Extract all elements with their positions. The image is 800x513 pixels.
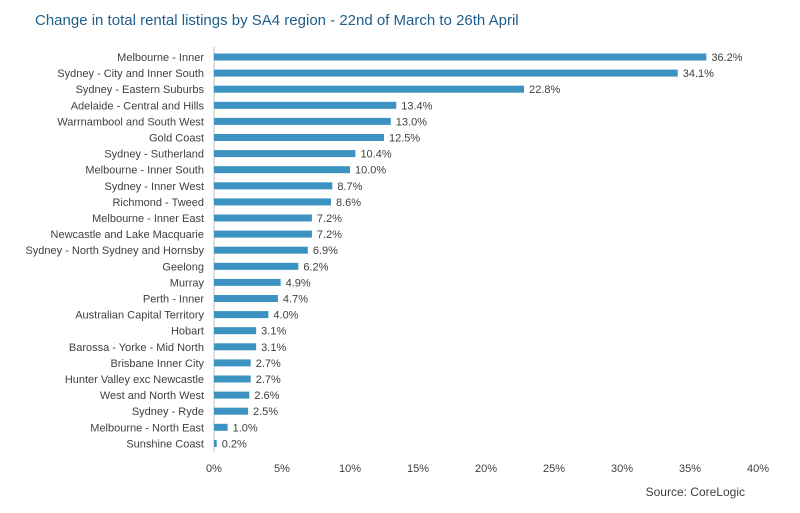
data-label: 10.0% <box>355 165 386 177</box>
data-label: 8.6% <box>336 197 361 209</box>
bar <box>214 327 257 335</box>
bar <box>214 198 331 206</box>
bar <box>214 69 678 77</box>
category-label: Adelaide - Central and Hills <box>71 100 205 112</box>
data-label: 7.2% <box>317 213 342 225</box>
category-label: Sydney - Ryde <box>132 406 204 418</box>
bar <box>214 391 250 399</box>
category-label: Newcastle and Lake Macquarie <box>51 229 204 241</box>
x-tick-label: 20% <box>475 463 497 475</box>
data-label: 1.0% <box>233 422 258 434</box>
source-note: Source: CoreLogic <box>645 485 745 499</box>
data-label: 8.7% <box>337 181 362 193</box>
x-tick-label: 5% <box>274 463 290 475</box>
x-tick-label: 0% <box>206 463 222 475</box>
category-label: Richmond - Tweed <box>112 197 204 209</box>
category-label: Sydney - Sutherland <box>104 149 204 161</box>
data-label: 6.9% <box>313 245 338 257</box>
bar <box>214 246 308 254</box>
bar <box>214 182 333 190</box>
bar <box>214 101 397 109</box>
data-label: 4.9% <box>286 277 311 289</box>
category-label: Melbourne - North East <box>90 422 204 434</box>
category-label: Gold Coast <box>149 133 204 145</box>
bar <box>214 214 312 222</box>
bar <box>214 439 217 447</box>
x-tick-label: 35% <box>679 463 701 475</box>
data-label: 4.7% <box>283 294 308 306</box>
category-label: Geelong <box>162 261 204 273</box>
bar <box>214 375 251 383</box>
data-label: 7.2% <box>317 229 342 241</box>
category-label: Melbourne - Inner <box>117 52 204 64</box>
category-label: Sydney - Inner West <box>105 181 204 193</box>
x-tick-label: 10% <box>339 463 361 475</box>
data-label: 2.7% <box>256 358 281 370</box>
data-label: 13.4% <box>401 100 432 112</box>
bar <box>214 278 281 286</box>
bar <box>214 117 391 125</box>
category-label: Sydney - Eastern Suburbs <box>76 84 205 96</box>
category-label: Hobart <box>171 326 204 338</box>
category-label: West and North West <box>100 390 204 402</box>
bar <box>214 407 248 415</box>
category-label: Australian Capital Territory <box>75 310 204 322</box>
bar <box>214 343 257 351</box>
data-label: 12.5% <box>389 133 420 145</box>
bar <box>214 423 228 431</box>
category-label: Murray <box>170 277 205 289</box>
bar <box>214 262 299 270</box>
data-label: 2.5% <box>253 406 278 418</box>
category-label: Melbourne - Inner South <box>85 165 204 177</box>
bar <box>214 359 251 367</box>
category-label: Barossa - Yorke - Mid North <box>69 342 204 354</box>
category-label: Hunter Valley exc Newcastle <box>65 374 204 386</box>
bar <box>214 166 350 174</box>
data-label: 4.0% <box>273 310 298 322</box>
data-label: 2.6% <box>254 390 279 402</box>
x-tick-label: 15% <box>407 463 429 475</box>
bar <box>214 134 384 141</box>
bar <box>214 150 356 158</box>
data-label: 3.1% <box>261 326 286 338</box>
data-label: 0.2% <box>222 438 247 450</box>
data-label: 13.0% <box>396 116 427 128</box>
category-label: Perth - Inner <box>143 294 204 306</box>
data-label: 34.1% <box>683 68 714 80</box>
category-label: Melbourne - Inner East <box>92 213 204 225</box>
bar <box>214 85 525 93</box>
x-tick-label: 40% <box>747 463 769 475</box>
bar <box>214 311 269 319</box>
bar <box>214 230 312 238</box>
x-tick-label: 30% <box>611 463 633 475</box>
data-label: 10.4% <box>360 149 391 161</box>
data-label: 3.1% <box>261 342 286 354</box>
data-label: 36.2% <box>711 52 742 64</box>
bar <box>214 53 707 61</box>
data-label: 2.7% <box>256 374 281 386</box>
bar <box>214 295 278 302</box>
data-label: 22.8% <box>529 84 560 96</box>
category-label: Sydney - City and Inner South <box>57 68 204 80</box>
data-label: 6.2% <box>303 261 328 273</box>
x-tick-label: 25% <box>543 463 565 475</box>
category-label: Brisbane Inner City <box>110 358 204 370</box>
category-label: Sunshine Coast <box>126 438 204 450</box>
chart-title: Change in total rental listings by SA4 r… <box>35 12 519 29</box>
category-label: Warrnambool and South West <box>57 116 204 128</box>
category-label: Sydney - North Sydney and Hornsby <box>25 245 204 257</box>
